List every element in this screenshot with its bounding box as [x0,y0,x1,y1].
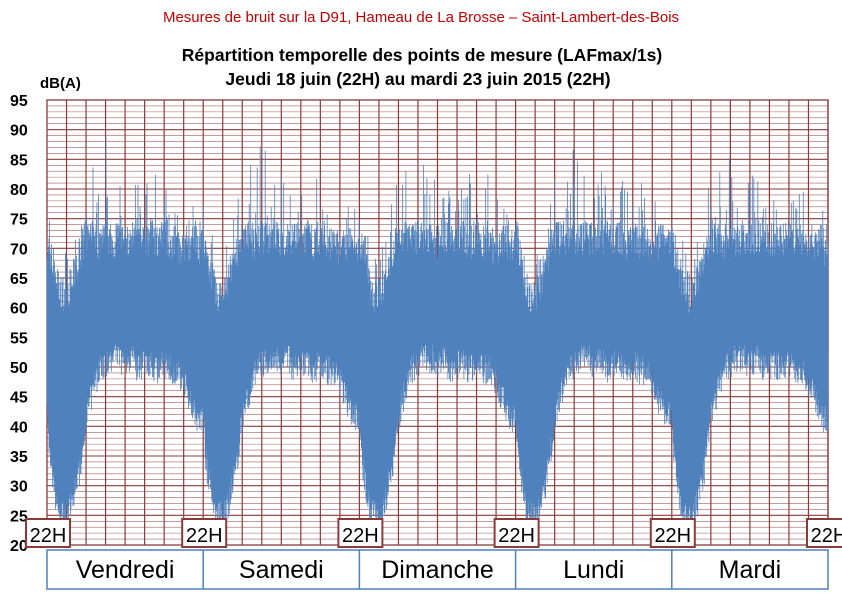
day-axis-frame [46,549,829,590]
time-marker: 22H [649,518,696,548]
y-axis-label: dB(A) [40,75,81,92]
marker-layer: 22H 22H 22H 22H 22H 22H [25,518,842,548]
y-tick-label: 45 [10,390,28,407]
time-marker-label: 22H [186,525,223,547]
series-layer [46,137,829,531]
time-marker-box [25,518,71,548]
time-marker: 22H [806,518,842,548]
day-label: Lundi [563,556,624,584]
y-tick-label: 70 [10,241,28,258]
y-tick-label: 50 [10,360,28,377]
time-marker-box [649,518,696,548]
axis-layer: 95 90 85 80 75 70 65 60 55 50 45 40 35 30 25 20 [10,93,28,555]
time-marker-box [181,518,228,548]
y-tick-label: 55 [10,330,28,347]
chart-title: Répartition temporelle des points de mes… [182,45,662,65]
time-marker: 22H [181,518,228,548]
time-marker: 22H [25,518,71,548]
y-tick-label: 95 [10,93,28,110]
y-tick-label: 35 [10,449,28,466]
y-tick-label: 65 [10,271,28,288]
y-tick-label: 60 [10,301,28,318]
time-marker-box [493,518,540,548]
y-tick-label: 25 [10,508,28,525]
time-marker-label: 22H [654,525,691,547]
noise-series-peaks [49,137,827,313]
time-marker-box [806,518,842,548]
time-marker-label: 22H [498,525,535,547]
y-tick-label: 75 [10,212,28,229]
time-marker-box [337,518,384,548]
chart-subtitle: Jeudi 18 juin (22H) au mardi 23 juin 201… [225,69,610,89]
y-tick-label: 40 [10,419,28,436]
day-label: Samedi [239,556,324,584]
noise-series-band [46,218,829,531]
day-label: Mardi [719,556,782,584]
y-tick-label: 20 [10,538,28,555]
time-marker: 22H [493,518,540,548]
day-label: Dimanche [381,556,494,584]
y-tick-label: 30 [10,479,28,496]
day-label: Vendredi [76,556,175,584]
time-marker-label: 22H [342,525,379,547]
y-tick-label: 90 [10,123,28,140]
day-layer: Vendredi Samedi Dimanche Lundi Mardi [46,549,829,590]
time-marker: 22H [337,518,384,548]
time-marker-label: 22H [811,525,842,547]
time-marker-label: 22H [30,525,67,547]
header-title: Mesures de bruit sur la D91, Hameau de L… [162,9,680,26]
y-tick-label: 85 [10,152,28,169]
y-tick-label: 80 [10,182,28,199]
